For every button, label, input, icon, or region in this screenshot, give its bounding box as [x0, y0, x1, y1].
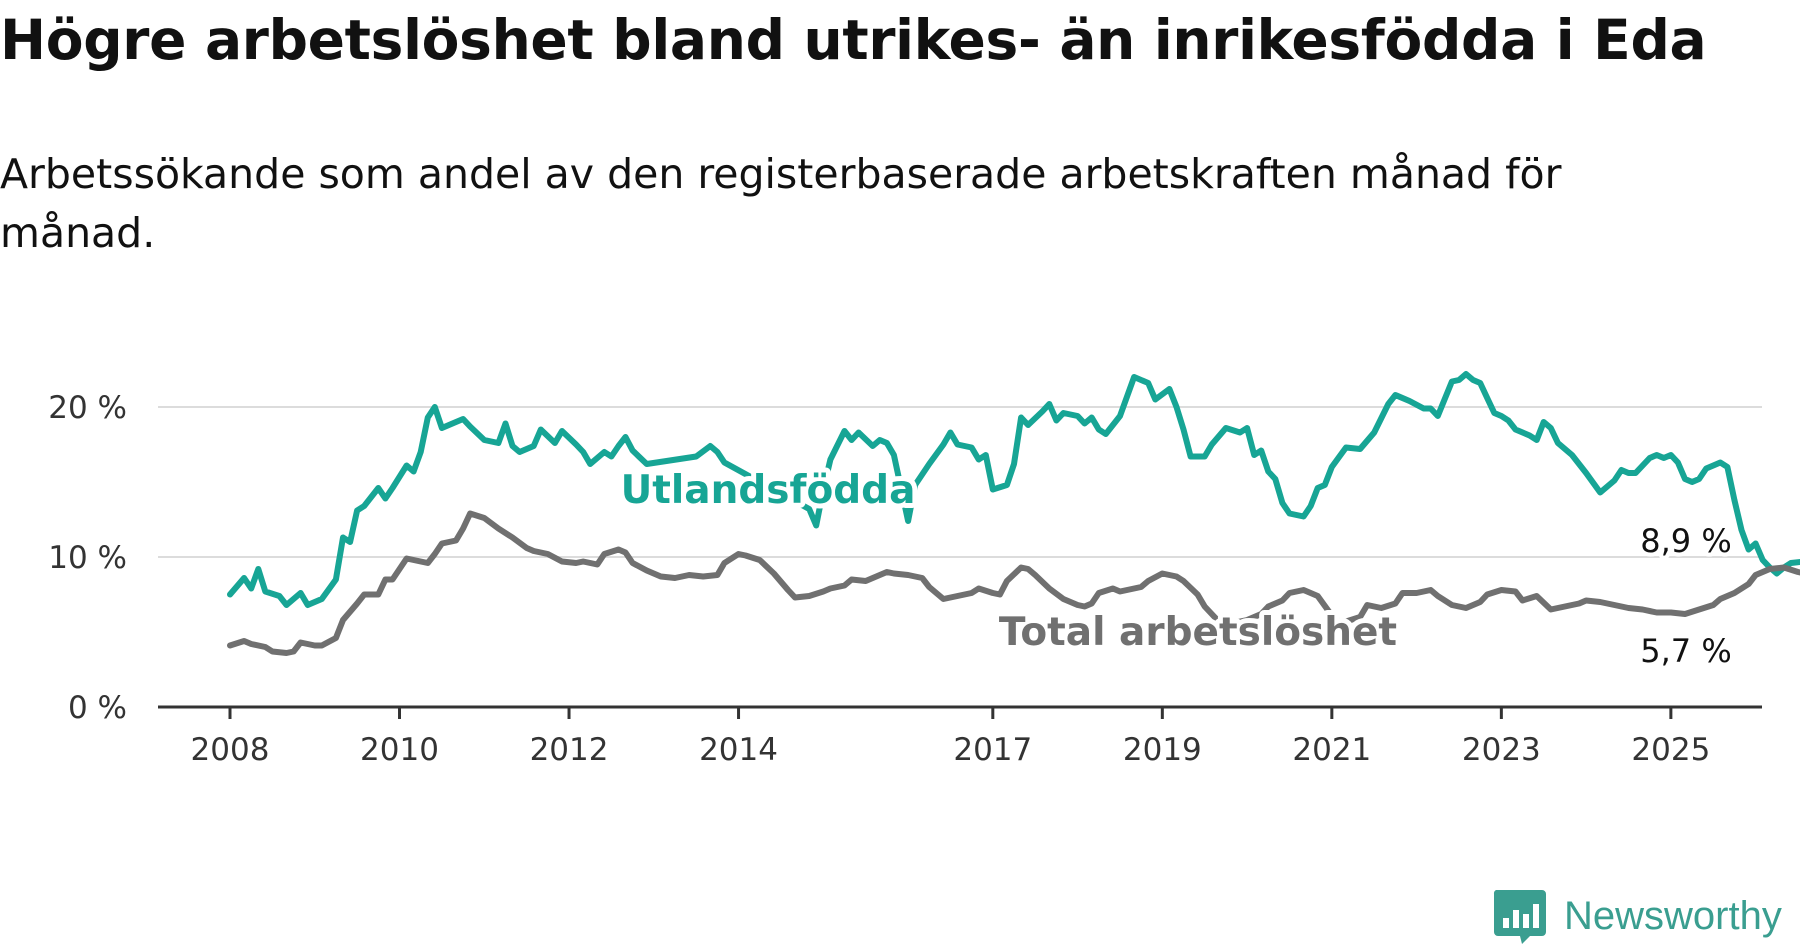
series-end-label: 5,7 % — [1640, 632, 1731, 670]
x-tick-label: 2021 — [1292, 732, 1371, 768]
series-name-label: Total arbetslöshet — [999, 610, 1397, 655]
newsworthy-logo-icon — [1493, 890, 1546, 944]
x-tick-label: 2008 — [191, 732, 270, 768]
chart-subtitle: Arbetssökande som andel av den registerb… — [0, 150, 1562, 257]
series-line-utlandsfodda — [227, 371, 1800, 608]
x-tick-label: 2017 — [953, 732, 1032, 768]
series-labels: Utlandsfödda Total arbetslöshet 8,9 % 5,7 % — [616, 463, 1736, 674]
x-tick-label: 2025 — [1631, 732, 1710, 768]
y-tick-label: 20 % — [48, 390, 127, 426]
x-tick-label: 2010 — [360, 732, 439, 768]
line-chart: 0 % 10 % 20 % 2008 2010 2012 2014 2017 2019 2021 2… — [48, 371, 1800, 768]
y-tick-label: 10 % — [48, 540, 127, 576]
brand-logo[interactable]: Newsworthy — [1492, 888, 1792, 944]
axes: 0 % 10 % 20 % 2008 2010 2012 2014 2017 2019 2021 2… — [48, 390, 1762, 768]
chart-title: Högre arbetslöshet bland utrikes- än inr… — [0, 8, 1707, 72]
x-tick-label: 2019 — [1123, 732, 1202, 768]
brand-name: Newsworthy — [1564, 894, 1782, 938]
series-end-label: 8,9 % — [1640, 522, 1731, 560]
x-tick-label: 2012 — [530, 732, 609, 768]
series-line-total — [227, 510, 1800, 656]
x-tick-label: 2014 — [699, 732, 778, 768]
series-name-label: Utlandsfödda — [621, 468, 916, 513]
y-tick-label: 0 % — [68, 690, 127, 726]
x-tick-label: 2023 — [1462, 732, 1541, 768]
series-lines — [227, 371, 1800, 656]
